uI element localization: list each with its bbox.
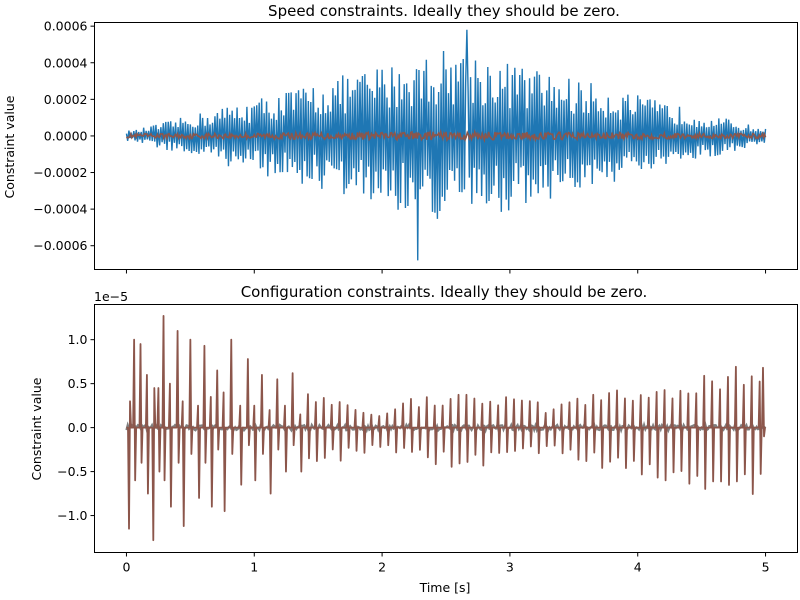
series-group bbox=[125, 29, 767, 261]
y-tick-label: −0.0004 bbox=[33, 202, 87, 217]
y-tick-label: −0.0006 bbox=[33, 238, 87, 253]
x-tick-label: 3 bbox=[506, 560, 514, 575]
tick-group: 0 1 2 3 4 5 −1.0 −0.5 0.0 0.5 1.0 bbox=[57, 332, 769, 574]
series-line-brown bbox=[126, 315, 766, 542]
configuration-constraints-chart: Configuration constraints. Ideally they … bbox=[29, 283, 798, 595]
x-tick-label: 5 bbox=[762, 560, 770, 575]
y-tick-label: 0.0 bbox=[68, 420, 88, 435]
y-tick-label: 0.5 bbox=[68, 376, 88, 391]
y-tick-label: 1.0 bbox=[68, 332, 88, 347]
y-tick-label: 0.0000 bbox=[44, 128, 88, 143]
y-tick-label: 0.0004 bbox=[44, 55, 88, 70]
y-tick-label: 0.0002 bbox=[44, 92, 88, 107]
speed-constraints-chart: Speed constraints. Ideally they should b… bbox=[2, 2, 798, 274]
y-tick-label: −0.0002 bbox=[33, 165, 87, 180]
tick-group: −0.0006 −0.0004 −0.0002 0.0000 0.0002 0.0004 0… bbox=[33, 19, 767, 274]
axes-frame bbox=[94, 304, 798, 553]
axes-frame bbox=[94, 22, 798, 270]
y-tick-label: −1.0 bbox=[57, 508, 87, 523]
x-axis-label: Time [s] bbox=[419, 580, 471, 595]
y-axis-label: Constraint value bbox=[29, 377, 44, 480]
chart-title: Speed constraints. Ideally they should b… bbox=[268, 2, 620, 20]
y-tick-label: −0.5 bbox=[57, 464, 87, 479]
x-tick-label: 4 bbox=[634, 560, 642, 575]
x-tick-label: 1 bbox=[250, 560, 258, 575]
x-tick-label: 0 bbox=[122, 560, 130, 575]
chart-title: Configuration constraints. Ideally they … bbox=[241, 283, 648, 301]
series-line-blue bbox=[125, 29, 767, 261]
y-axis-label: Constraint value bbox=[2, 95, 17, 198]
x-tick-label: 2 bbox=[378, 560, 386, 575]
y-tick-label: 0.0006 bbox=[44, 19, 88, 34]
series-group bbox=[125, 315, 767, 542]
y-offset-text: 1e−5 bbox=[94, 289, 128, 304]
series-line-brown bbox=[125, 128, 767, 144]
